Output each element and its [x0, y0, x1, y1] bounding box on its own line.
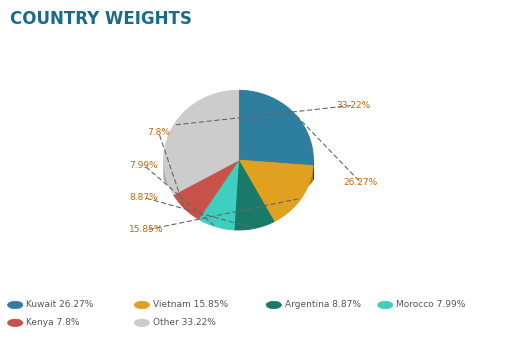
Polygon shape	[173, 171, 199, 196]
Polygon shape	[274, 162, 313, 197]
Text: Argentina 8.87%: Argentina 8.87%	[285, 301, 361, 309]
Polygon shape	[164, 160, 173, 189]
Text: Kenya 7.8%: Kenya 7.8%	[26, 318, 80, 327]
Polygon shape	[164, 90, 238, 195]
Text: Kuwait 26.27%: Kuwait 26.27%	[26, 301, 94, 309]
Text: Other 33.22%: Other 33.22%	[153, 318, 216, 327]
Text: 8.87%: 8.87%	[129, 193, 158, 202]
Text: Morocco 7.99%: Morocco 7.99%	[396, 301, 466, 309]
Polygon shape	[234, 180, 274, 200]
Polygon shape	[238, 160, 313, 222]
Polygon shape	[234, 160, 274, 230]
Text: COUNTRY WEIGHTS: COUNTRY WEIGHTS	[10, 10, 192, 28]
Polygon shape	[238, 90, 313, 166]
Text: 15.85%: 15.85%	[129, 225, 164, 235]
Polygon shape	[173, 160, 238, 219]
Text: 26.27%: 26.27%	[344, 178, 378, 187]
Text: 7.8%: 7.8%	[147, 128, 170, 137]
Polygon shape	[199, 160, 238, 230]
Polygon shape	[199, 179, 234, 200]
Text: 33.22%: 33.22%	[336, 101, 371, 110]
Text: 7.99%: 7.99%	[129, 161, 158, 170]
Text: Vietnam 15.85%: Vietnam 15.85%	[153, 301, 228, 309]
